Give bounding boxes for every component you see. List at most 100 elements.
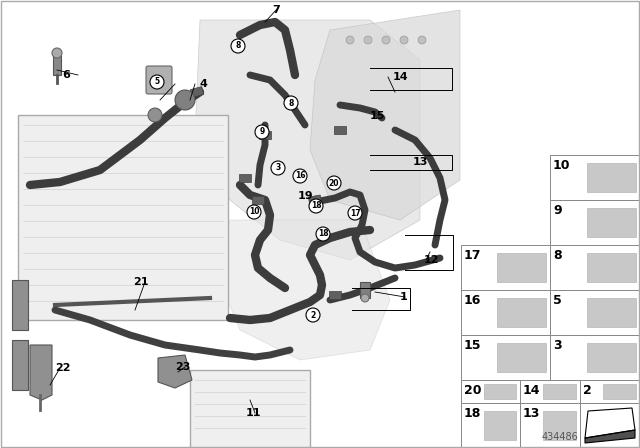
Polygon shape: [259, 131, 271, 139]
FancyBboxPatch shape: [146, 66, 172, 94]
Text: 23: 23: [175, 362, 190, 372]
Circle shape: [52, 48, 62, 58]
Text: 18: 18: [464, 407, 481, 420]
Circle shape: [327, 176, 341, 190]
Text: 16: 16: [464, 294, 481, 307]
Circle shape: [231, 39, 245, 53]
Bar: [520, 403, 580, 448]
Text: 10: 10: [553, 159, 570, 172]
Text: 9: 9: [553, 204, 562, 217]
Text: 10: 10: [249, 207, 259, 216]
Polygon shape: [252, 196, 264, 204]
Text: 2: 2: [583, 384, 592, 397]
Text: 3: 3: [275, 164, 280, 172]
Text: 5: 5: [154, 78, 159, 86]
Circle shape: [255, 125, 269, 139]
Polygon shape: [329, 291, 341, 299]
Text: 3: 3: [553, 339, 562, 352]
Circle shape: [148, 108, 162, 122]
Text: 15: 15: [370, 111, 385, 121]
Bar: [580, 380, 640, 403]
Polygon shape: [308, 195, 322, 205]
Text: 21: 21: [133, 277, 148, 287]
Text: 18: 18: [310, 202, 321, 211]
Text: 434486: 434486: [541, 432, 579, 442]
Bar: [461, 380, 520, 403]
Bar: [586, 208, 636, 237]
Circle shape: [364, 36, 372, 44]
Bar: [543, 411, 576, 440]
Bar: [550, 335, 640, 380]
Circle shape: [361, 294, 369, 302]
Bar: [18, 115, 228, 320]
Bar: [12, 340, 28, 390]
Polygon shape: [158, 355, 192, 388]
Text: 2: 2: [310, 310, 316, 319]
Text: 13: 13: [413, 157, 428, 167]
Text: 1: 1: [400, 292, 408, 302]
Polygon shape: [195, 20, 420, 260]
Bar: [484, 411, 516, 440]
Text: 5: 5: [553, 294, 562, 307]
Bar: [586, 343, 636, 372]
Circle shape: [346, 36, 354, 44]
Circle shape: [400, 36, 408, 44]
Bar: [461, 245, 550, 290]
Text: 16: 16: [295, 172, 305, 181]
Polygon shape: [310, 10, 460, 220]
Polygon shape: [585, 430, 635, 443]
Bar: [586, 253, 636, 282]
Text: 4: 4: [200, 79, 208, 89]
Text: 17: 17: [464, 249, 481, 262]
Bar: [550, 155, 640, 200]
Polygon shape: [190, 86, 204, 97]
Circle shape: [382, 36, 390, 44]
Text: 17: 17: [349, 208, 360, 217]
Text: 20: 20: [329, 178, 339, 188]
Text: 20: 20: [464, 384, 481, 397]
Circle shape: [418, 36, 426, 44]
Bar: [550, 200, 640, 245]
Text: 7: 7: [272, 5, 280, 15]
Circle shape: [247, 205, 261, 219]
Circle shape: [306, 308, 320, 322]
Polygon shape: [215, 220, 390, 360]
Bar: [497, 343, 546, 372]
Circle shape: [150, 75, 164, 89]
Circle shape: [316, 227, 330, 241]
Polygon shape: [30, 345, 52, 400]
Text: 19: 19: [298, 191, 314, 201]
Circle shape: [309, 199, 323, 213]
Circle shape: [293, 169, 307, 183]
Text: 13: 13: [523, 407, 540, 420]
Text: 9: 9: [259, 128, 264, 137]
Bar: [543, 384, 576, 399]
Polygon shape: [239, 174, 251, 182]
Bar: [12, 280, 28, 330]
Bar: [603, 384, 636, 399]
Text: 6: 6: [62, 70, 70, 80]
Text: 12: 12: [424, 255, 440, 265]
Bar: [520, 380, 580, 403]
Text: 18: 18: [317, 229, 328, 238]
Bar: [461, 290, 550, 335]
Circle shape: [348, 206, 362, 220]
Text: 14: 14: [393, 72, 408, 82]
Circle shape: [284, 96, 298, 110]
Bar: [586, 298, 636, 327]
Circle shape: [175, 90, 195, 110]
Bar: [461, 335, 550, 380]
Text: 8: 8: [553, 249, 562, 262]
Bar: [550, 245, 640, 290]
Bar: [586, 163, 636, 192]
Polygon shape: [334, 126, 346, 134]
Text: 14: 14: [523, 384, 541, 397]
Circle shape: [271, 161, 285, 175]
Bar: [360, 282, 370, 298]
Text: 22: 22: [55, 363, 70, 373]
Text: 8: 8: [288, 99, 294, 108]
Bar: [484, 384, 516, 399]
Bar: [497, 253, 546, 282]
Bar: [497, 298, 546, 327]
Text: 11: 11: [246, 408, 262, 418]
